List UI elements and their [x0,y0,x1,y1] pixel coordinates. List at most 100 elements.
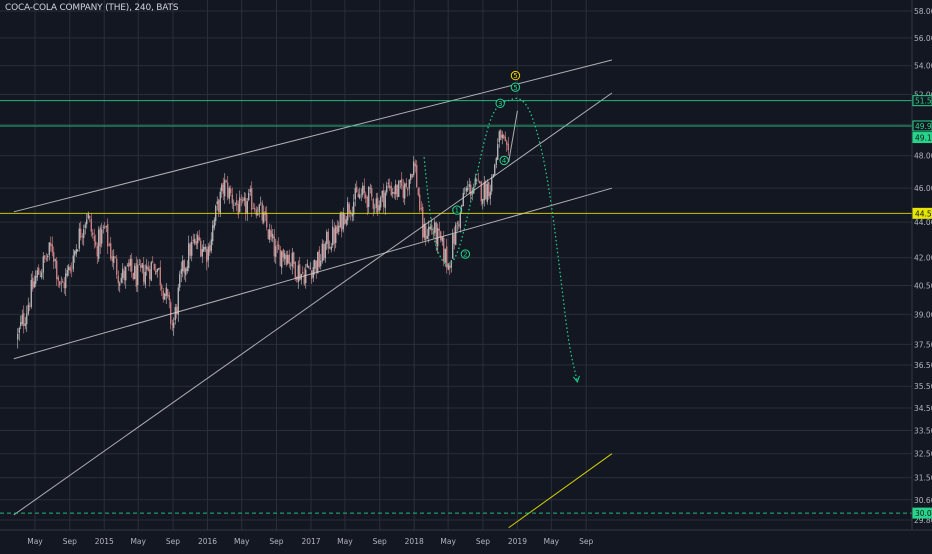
candle-body [485,181,487,200]
wave-label-text: 2 [463,251,467,259]
candle-body [44,255,46,259]
candle-body [258,204,260,213]
candle-body [338,225,340,232]
candle-body [138,264,140,265]
candle-body [71,270,73,272]
candle-body [489,191,491,199]
candle-body [225,180,227,182]
candle-body [398,181,400,198]
x-tick-label: Sep [269,537,283,546]
candle-body [90,218,92,232]
price-axis-panel [912,0,932,550]
wave-circle [452,205,462,215]
candle-body [189,243,191,256]
candle-body [222,182,224,194]
candle-body [125,266,127,281]
candle-body [426,235,428,239]
candle-body [42,256,44,273]
candle-body [224,179,226,197]
candle-body [251,188,253,210]
candle-body [195,241,197,246]
candle-body [27,304,29,315]
candle-body [308,265,310,268]
wave-label: 5 [510,70,521,81]
candle-body [77,249,79,252]
candle-body [482,199,484,204]
candle-body [443,237,445,262]
candle-body [45,258,47,260]
y-tick-label: 35.50 [914,382,932,391]
candle-body [368,186,370,207]
candle-body [174,307,176,321]
candle-body [491,177,493,192]
candle-body [24,323,26,326]
candle-body [89,216,91,219]
x-tick-label: May [234,537,250,546]
candle-body [275,246,277,257]
candle-body [80,228,82,238]
candle-body [246,201,248,214]
candle-body [441,236,443,242]
candle-body [237,204,239,215]
trend-line-long-support [13,92,613,516]
price-label-text: 49.15 [915,134,932,143]
candle-body [155,270,157,275]
candle-body [357,193,359,198]
candle-body [336,225,338,234]
candle-body [407,188,409,191]
candle-body [306,263,308,268]
candle-body [317,252,319,274]
candle-body [420,207,422,209]
candle-body [386,185,388,193]
candle-body [413,161,415,176]
wave-label-text: 1 [455,207,459,215]
price-label-text: 44.51 [915,209,932,218]
candle-body [152,261,154,263]
candle-body [326,231,328,244]
candle-body [452,233,454,259]
candle-body [330,246,332,250]
candle-body [51,244,53,253]
candle-body [498,131,500,142]
candle-body [74,251,76,256]
candle-body [446,246,448,268]
price-label-box [912,207,932,219]
candle-body [458,224,460,226]
x-tick-label: 2019 [508,537,527,546]
wave-label-text: 5 [513,72,517,80]
candle-body [384,192,386,209]
candle-body [147,267,149,271]
candle-body [168,294,170,300]
candle-body [347,202,349,221]
candle-body [431,225,433,231]
wave-label: 2 [460,249,471,259]
candle-body [506,141,508,145]
candle-body [278,244,280,250]
candle-body [297,265,299,283]
candle-body [183,260,185,273]
candle-body [375,198,377,208]
candle-body [293,252,295,265]
candle-body [323,244,325,261]
candle-body [186,266,188,272]
candle-body [219,191,221,214]
candle-body [395,184,397,195]
candle-body [20,322,22,327]
candle-body [176,306,178,315]
candle-body [408,179,410,189]
candle-body [164,293,166,300]
candle-body [111,256,113,262]
candle-body [234,202,236,204]
candle-body [422,207,424,238]
x-tick-label: Sep [579,537,593,546]
candle-body [455,224,457,245]
y-tick-label: 29.80 [914,516,932,525]
candle-body [54,259,56,261]
candle-body [95,241,97,246]
candle-body [288,254,290,264]
chart-title: COCA-COLA COMPANY (THE), 240, BATS [5,3,179,13]
candle-body [153,263,155,270]
candle-body [47,255,49,258]
